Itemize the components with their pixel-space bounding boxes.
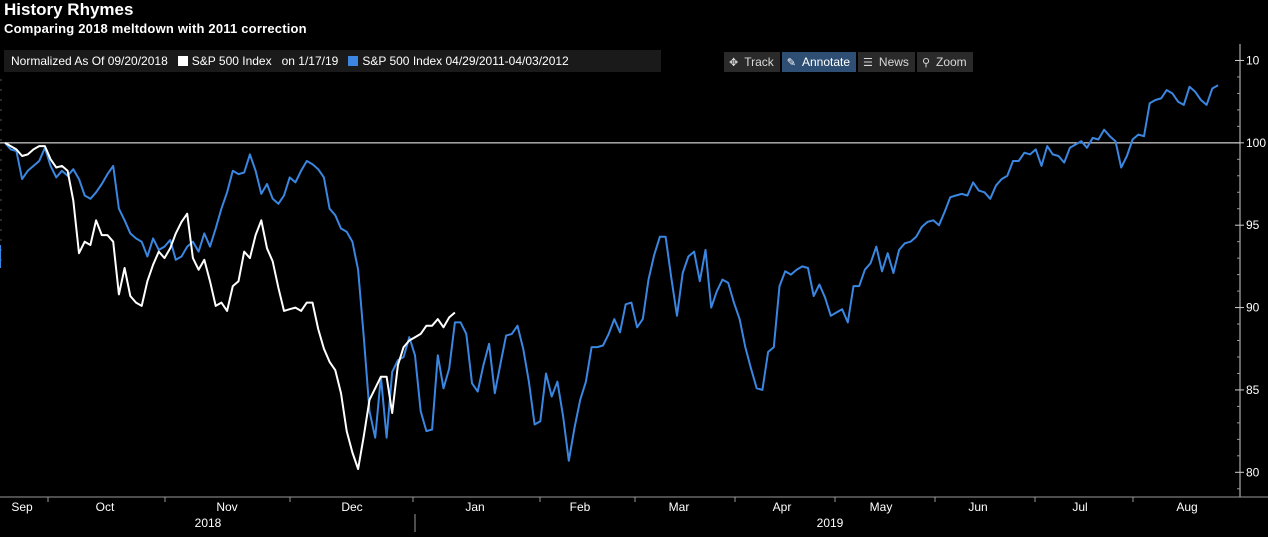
track-label: Track	[744, 55, 774, 69]
x-tick-label: Jun	[968, 500, 987, 514]
x-tick-label: Aug	[1176, 500, 1197, 514]
x-tick-label: Nov	[216, 500, 237, 514]
legend-bar: Normalized As Of 09/20/2018 S&P 500 Inde…	[4, 50, 661, 72]
x-tick-label: Dec	[341, 500, 362, 514]
legend-blue-series-label: S&P 500 Index 04/29/2011-04/03/2012	[362, 54, 569, 68]
magnifier-icon: ⚲	[921, 56, 930, 69]
legend-swatch-blue	[348, 56, 359, 66]
x-tick-label: May	[870, 500, 893, 514]
legend-normalized-label: Normalized As Of 09/20/2018	[11, 54, 168, 68]
x-tick-label: Apr	[773, 500, 792, 514]
annotate-button[interactable]: ✎ Annotate	[781, 52, 857, 72]
x-tick-label: Jan	[465, 500, 484, 514]
y-tick-label: 100	[1246, 136, 1266, 150]
x-tick-label: Sep	[11, 500, 33, 514]
x-year-label: 2019	[817, 516, 844, 530]
y-tick-label: 80	[1246, 465, 1260, 479]
x-tick-label: Mar	[669, 500, 690, 514]
chart-axes: 80 85 90 95 100 10 Sep Oct Nov Dec Jan Feb Mar Apr May…	[0, 44, 1268, 532]
chart-toolbar: ✥ Track ✎ Annotate ☰ News ⚲ Zoom	[724, 52, 975, 72]
chart-subtitle: Comparing 2018 meltdown with 2011 correc…	[4, 21, 307, 36]
annotate-label: Annotate	[802, 55, 851, 69]
x-tick-label: Feb	[570, 500, 591, 514]
series-line-sp500-2018	[4, 141, 456, 470]
chart-lines	[4, 84, 1219, 470]
y-tick-label: 90	[1246, 301, 1260, 315]
news-icon: ☰	[863, 56, 873, 69]
y-tick-label: 95	[1246, 218, 1260, 232]
x-tick-label: Oct	[96, 500, 115, 514]
zoom-button[interactable]: ⚲ Zoom	[916, 52, 973, 72]
pencil-icon: ✎	[786, 56, 796, 69]
x-tick-label: Jul	[1072, 500, 1087, 514]
y-tick-label: 85	[1246, 383, 1260, 397]
y-tick-label: 10	[1246, 53, 1260, 67]
chart-title: History Rhymes	[4, 0, 134, 19]
news-button[interactable]: ☰ News	[858, 52, 915, 72]
zoom-label: Zoom	[936, 55, 967, 69]
crosshair-icon: ✥	[729, 56, 739, 69]
series-line-sp500-2011	[4, 84, 1219, 462]
legend-swatch-white	[177, 56, 188, 66]
news-label: News	[878, 55, 909, 69]
x-year-label: 2018	[195, 516, 222, 530]
track-button[interactable]: ✥ Track	[724, 52, 780, 72]
legend-white-series-label: S&P 500 Index on 1/17/19	[191, 54, 339, 68]
